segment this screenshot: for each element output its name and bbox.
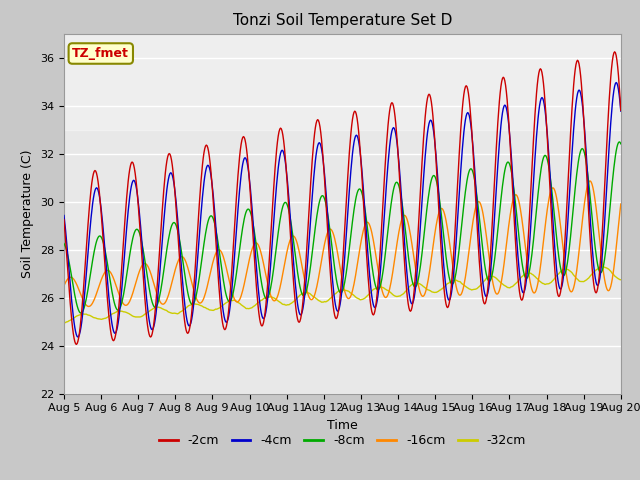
-4cm <box>612 80 620 85</box>
-16cm <box>566 288 574 294</box>
-2cm <box>389 100 397 106</box>
-8cm <box>616 139 623 145</box>
Text: TZ_fmet: TZ_fmet <box>72 47 129 60</box>
Title: Tonzi Soil Temperature Set D: Tonzi Soil Temperature Set D <box>233 13 452 28</box>
-8cm <box>566 234 574 240</box>
-16cm <box>207 267 215 273</box>
-8cm <box>77 310 85 316</box>
Line: -8cm: -8cm <box>64 142 621 313</box>
-2cm <box>60 216 68 222</box>
Y-axis label: Soil Temperature (C): Soil Temperature (C) <box>22 149 35 278</box>
-32cm <box>388 291 396 297</box>
-4cm <box>389 126 397 132</box>
-8cm <box>207 213 215 219</box>
-8cm <box>335 287 342 292</box>
-8cm <box>389 191 397 197</box>
-32cm <box>334 289 342 295</box>
-8cm <box>617 141 625 147</box>
-2cm <box>335 308 342 313</box>
Bar <box>64 34 621 130</box>
-32cm <box>617 277 625 283</box>
-4cm <box>444 294 451 300</box>
-4cm <box>207 172 215 178</box>
-2cm <box>183 330 191 336</box>
-4cm <box>183 317 191 323</box>
-4cm <box>566 174 574 180</box>
-16cm <box>60 283 68 288</box>
Line: -4cm: -4cm <box>64 83 621 337</box>
-4cm <box>617 108 625 114</box>
-2cm <box>444 305 451 311</box>
-2cm <box>207 168 215 174</box>
-16cm <box>335 256 342 262</box>
-4cm <box>335 308 342 313</box>
-4cm <box>60 213 68 218</box>
-16cm <box>617 201 625 207</box>
-2cm <box>566 131 574 137</box>
-2cm <box>72 341 80 347</box>
-32cm <box>566 268 573 274</box>
-8cm <box>183 286 191 291</box>
-2cm <box>611 49 618 55</box>
Line: -2cm: -2cm <box>64 52 621 344</box>
-32cm <box>443 281 451 287</box>
-32cm <box>60 320 68 325</box>
-2cm <box>617 108 625 113</box>
Line: -32cm: -32cm <box>64 266 621 323</box>
-32cm <box>182 305 190 311</box>
-16cm <box>586 178 594 184</box>
-16cm <box>85 303 93 309</box>
-16cm <box>389 270 397 276</box>
-16cm <box>183 262 191 268</box>
Line: -16cm: -16cm <box>64 181 621 306</box>
-32cm <box>599 264 607 269</box>
Legend: -2cm, -4cm, -8cm, -16cm, -32cm: -2cm, -4cm, -8cm, -16cm, -32cm <box>154 429 531 452</box>
-16cm <box>444 227 451 232</box>
-32cm <box>206 307 214 313</box>
-8cm <box>60 241 68 247</box>
-8cm <box>444 265 451 271</box>
-4cm <box>74 334 82 340</box>
X-axis label: Time: Time <box>327 419 358 432</box>
